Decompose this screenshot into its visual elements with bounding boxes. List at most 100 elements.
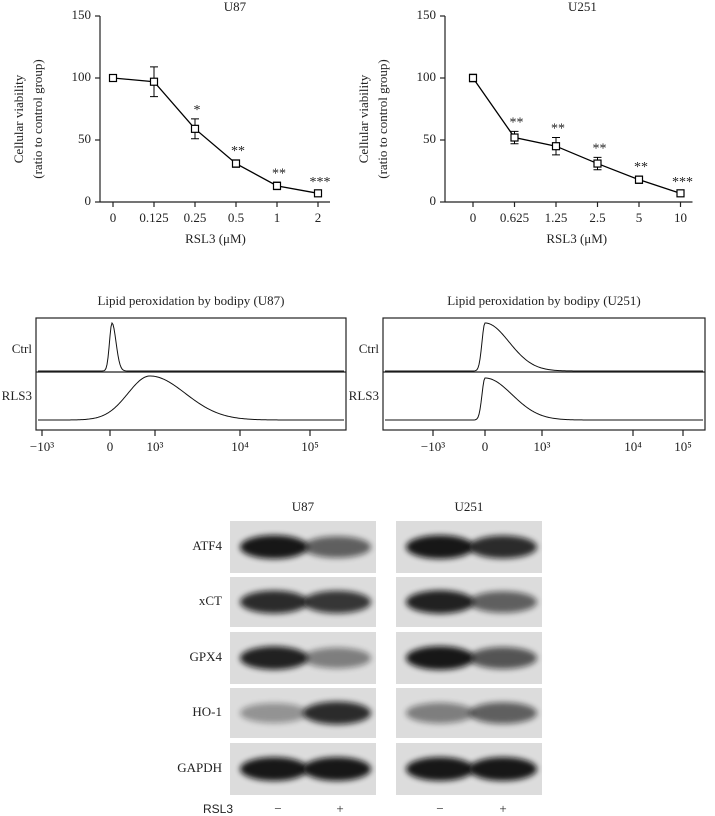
- histogram-frame: [35, 317, 347, 431]
- x-tick-label: 10: [674, 210, 687, 225]
- lane-sign: −: [436, 801, 443, 816]
- significance: **: [272, 166, 286, 181]
- row-label: Ctrl: [12, 341, 33, 356]
- significance: ***: [672, 175, 693, 190]
- y-axis-label: (ratio to control group): [375, 59, 390, 179]
- lane-sign: +: [336, 801, 343, 816]
- band: [240, 535, 308, 559]
- panel-title: Lipid peroxidation by bodipy (U87): [97, 293, 284, 308]
- band: [469, 591, 537, 613]
- band: [469, 647, 537, 669]
- band: [240, 757, 308, 781]
- x-tick-label: 1.25: [545, 210, 568, 225]
- significance: **: [593, 142, 607, 157]
- band: [303, 590, 371, 614]
- marker: [510, 133, 519, 142]
- chart-title: U251: [568, 0, 597, 14]
- y-axis-label: (ratio to control group): [30, 59, 45, 179]
- histogram-frame: [382, 317, 706, 431]
- significance: *: [194, 103, 201, 118]
- protein-label: xCT: [199, 593, 222, 608]
- treatment-label: RSL3: [203, 802, 233, 816]
- x-tick-label: 0.625: [500, 210, 529, 225]
- marker: [634, 175, 644, 184]
- protein-label: GAPDH: [177, 760, 222, 775]
- band: [303, 536, 371, 558]
- band: [469, 702, 537, 724]
- y-axis-label: Cellular viability: [11, 74, 26, 163]
- band: [406, 590, 474, 614]
- histogram-curve: [385, 322, 703, 372]
- histogram-curve: [38, 375, 344, 421]
- row-label: RLS3: [349, 388, 379, 403]
- x-tick-label: 10³: [147, 439, 164, 454]
- x-tick-label: 5: [636, 210, 643, 225]
- protein-label: GPX4: [189, 649, 222, 664]
- marker: [108, 73, 118, 83]
- marker: [593, 159, 602, 168]
- band: [240, 590, 308, 614]
- lane-sign: +: [499, 801, 506, 816]
- x-tick-label: 0.125: [139, 210, 168, 225]
- histogram-curve: [38, 321, 344, 372]
- y-tick-label: 50: [423, 131, 436, 146]
- significance: **: [231, 144, 245, 159]
- significance: **: [634, 160, 648, 175]
- x-tick-label: 2.5: [589, 210, 605, 225]
- significance: **: [551, 122, 565, 137]
- y-tick-label: 100: [72, 69, 92, 84]
- x-axis-label: RSL3 (μM): [185, 231, 246, 246]
- y-tick-label: 100: [417, 69, 437, 84]
- data-line: [112, 77, 319, 194]
- x-tick-label: 10⁴: [231, 439, 249, 454]
- y-tick-label: 50: [78, 131, 91, 146]
- protein-label: ATF4: [192, 538, 222, 553]
- column-header: U87: [292, 499, 315, 514]
- x-tick-label: −10³: [30, 439, 54, 454]
- x-tick-label: 10⁴: [624, 439, 642, 454]
- histogram-curve: [385, 377, 703, 421]
- marker: [231, 159, 241, 168]
- band: [303, 757, 371, 781]
- x-tick-label: 0: [107, 439, 114, 454]
- marker: [313, 189, 323, 198]
- y-tick-label: 0: [430, 193, 437, 208]
- marker: [149, 77, 159, 86]
- y-tick-label: 0: [85, 193, 92, 208]
- column-header: U251: [455, 499, 484, 514]
- x-tick-label: 10⁵: [674, 439, 692, 454]
- row-label: Ctrl: [359, 341, 380, 356]
- panel-title: Lipid peroxidation by bodipy (U251): [447, 293, 641, 308]
- x-tick-label: 0.25: [184, 210, 207, 225]
- x-tick-label: 10⁵: [301, 439, 319, 454]
- y-tick-label: 150: [417, 7, 437, 22]
- band: [469, 535, 537, 559]
- x-tick-label: 1: [274, 210, 281, 225]
- marker: [190, 124, 200, 133]
- x-axis-label: RSL3 (μM): [546, 231, 607, 246]
- chart-title: U87: [224, 0, 247, 14]
- lane-sign: −: [274, 801, 281, 816]
- marker: [272, 181, 282, 190]
- band: [406, 535, 474, 559]
- y-tick-label: 150: [72, 7, 92, 22]
- x-tick-label: 0: [482, 439, 489, 454]
- band: [240, 702, 308, 724]
- band: [469, 757, 537, 781]
- x-tick-label: 0: [470, 210, 477, 225]
- marker: [676, 189, 685, 198]
- significance: ***: [310, 175, 331, 190]
- band: [406, 757, 474, 781]
- x-tick-label: 10³: [534, 439, 551, 454]
- row-label: RLS3: [2, 388, 32, 403]
- band: [240, 646, 308, 670]
- x-tick-label: 0: [110, 210, 117, 225]
- band: [303, 647, 371, 669]
- x-tick-label: 0.5: [228, 210, 244, 225]
- band: [406, 646, 474, 670]
- marker: [551, 142, 561, 151]
- band: [303, 701, 371, 725]
- marker: [468, 73, 478, 83]
- data-line: [472, 77, 681, 194]
